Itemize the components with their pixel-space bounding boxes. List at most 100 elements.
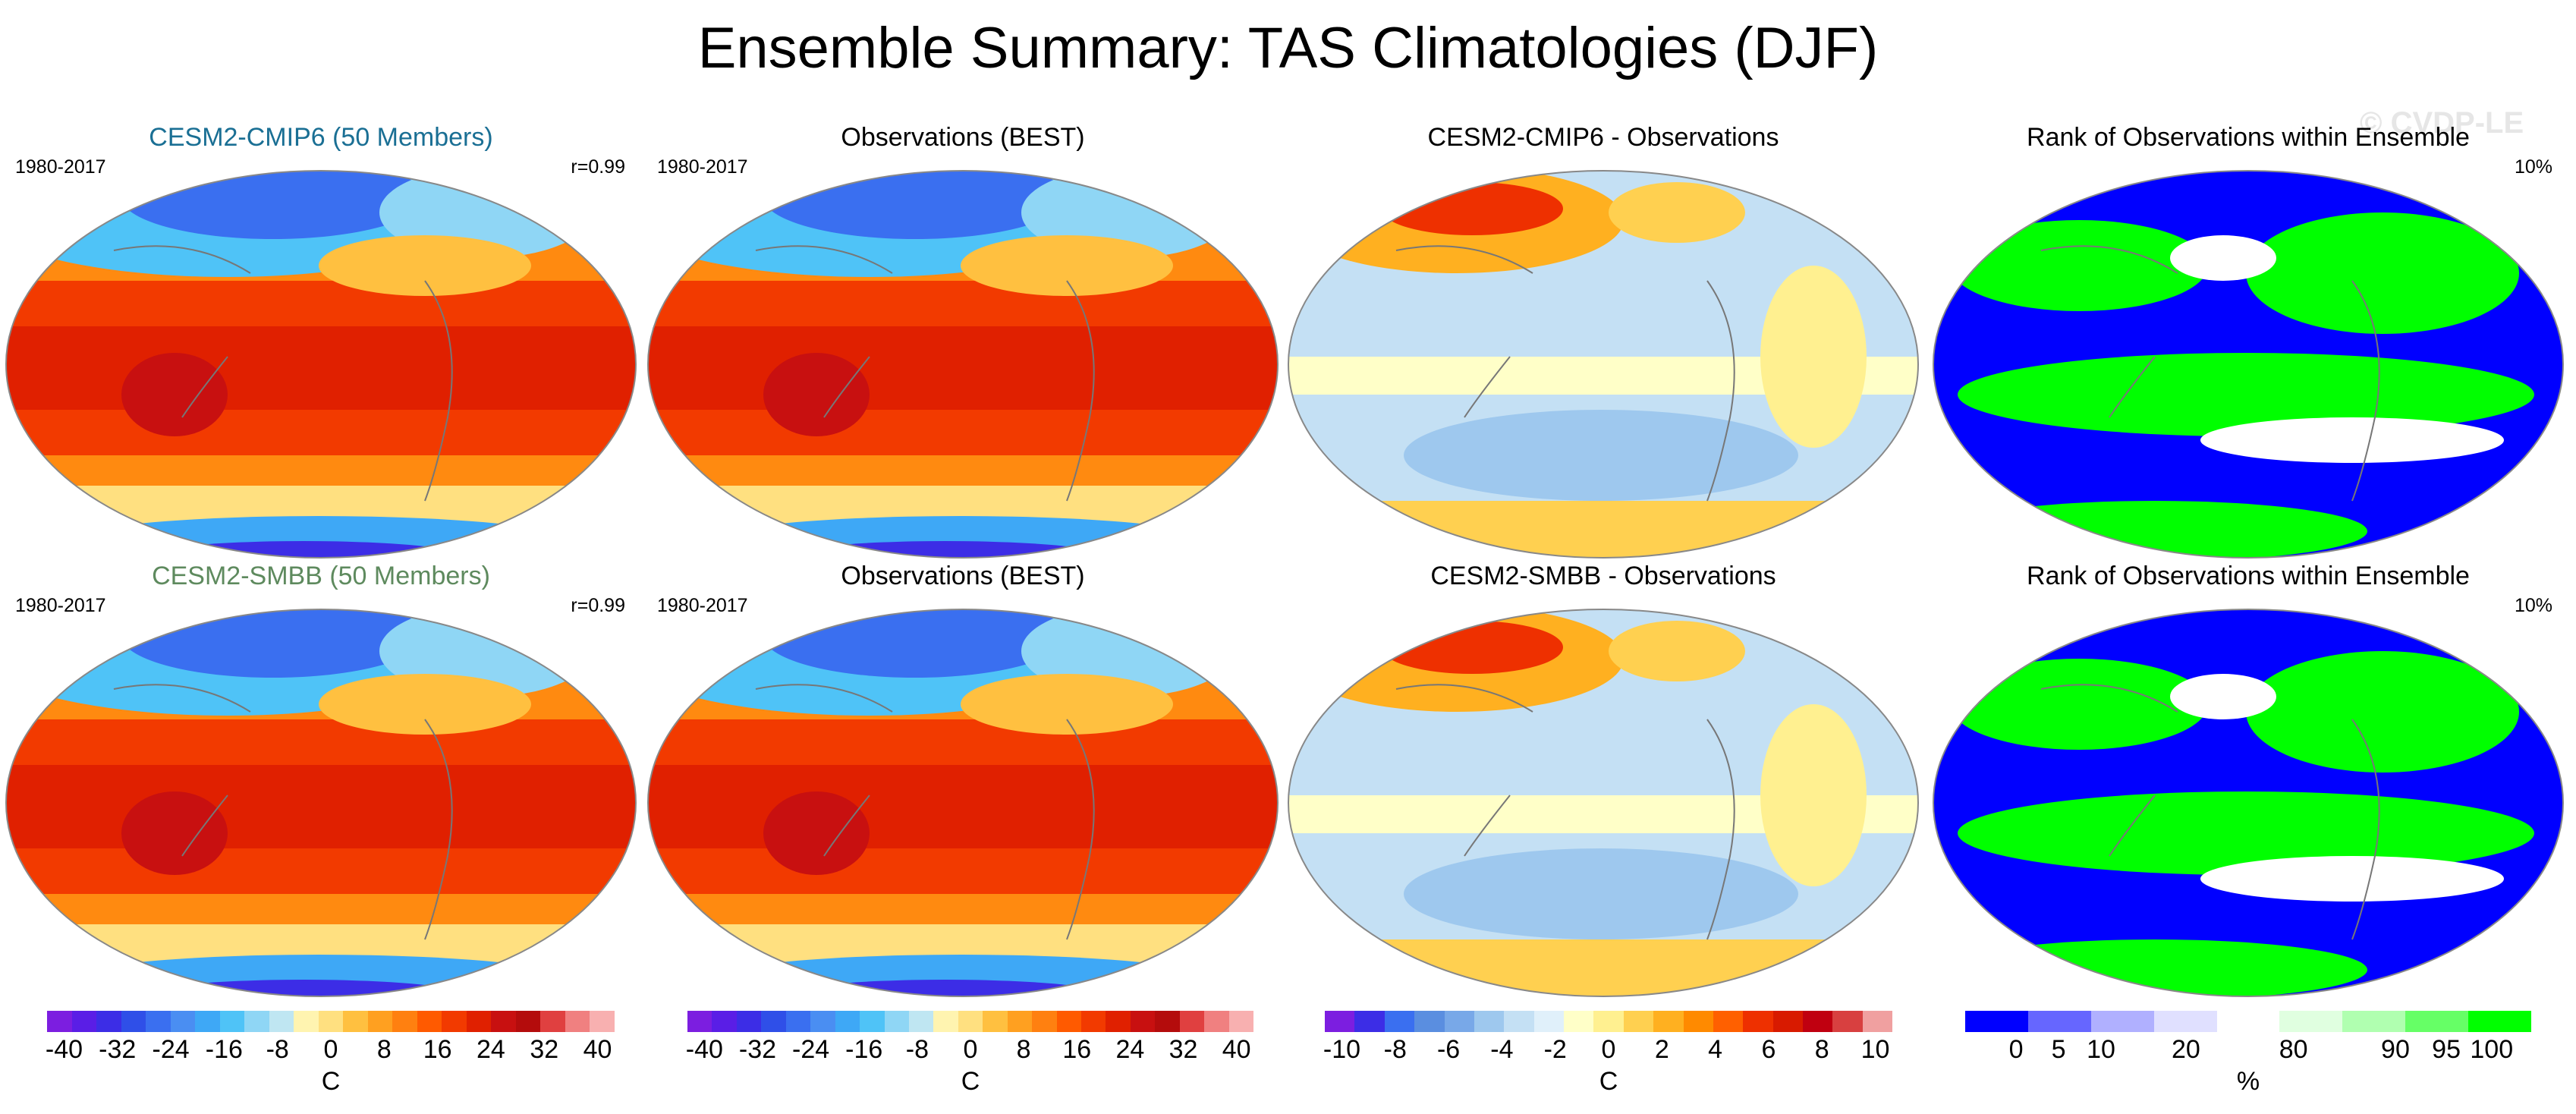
map-border	[5, 609, 637, 997]
panel-stat: 10%	[2514, 156, 2552, 178]
colorbar-tick: -40	[45, 1035, 83, 1064]
colorbar-swatch	[983, 1011, 1008, 1032]
colorbar-swatch	[2153, 1011, 2217, 1032]
field-region	[6, 326, 636, 410]
colorbar-swatch	[1081, 1011, 1106, 1032]
colorbar-swatch	[860, 1011, 885, 1032]
colorbar-swatch	[761, 1011, 786, 1032]
colorbar-swatch	[2279, 1011, 2343, 1032]
colorbar-swatch	[1504, 1011, 1534, 1032]
colorbar-tick: 10	[2087, 1035, 2115, 1064]
colorbar-tick: 100	[2470, 1035, 2514, 1064]
panel-title: CESM2-CMIP6 (50 Members)	[149, 123, 493, 152]
colorbar-swatch	[1106, 1011, 1131, 1032]
panel-title: CESM2-SMBB (50 Members)	[152, 562, 490, 590]
colorbar-swatch	[908, 1011, 934, 1032]
field-region	[1404, 848, 1798, 939]
colorbar-swatch	[1007, 1011, 1033, 1032]
map-field	[1288, 170, 1919, 559]
colorbar-tick: -16	[205, 1035, 243, 1064]
colorbar-swatch	[1772, 1011, 1803, 1032]
field-region	[2200, 856, 2504, 902]
colorbar-tick: -32	[738, 1035, 777, 1064]
field-region	[1760, 266, 1867, 448]
colorbar-swatch	[1384, 1011, 1415, 1032]
map-field	[5, 170, 637, 559]
colorbar-swatch	[1653, 1011, 1684, 1032]
colorbar-tick: 40	[1222, 1035, 1251, 1064]
colorbar-swatch	[1155, 1011, 1180, 1032]
colorbar-tick: -32	[99, 1035, 137, 1064]
map-field	[1933, 170, 2564, 559]
field-region	[121, 609, 425, 678]
field-region	[1958, 791, 2534, 875]
colorbar-swatch	[318, 1011, 344, 1032]
colorbar-tick: -2	[1543, 1035, 1567, 1064]
field-region	[961, 674, 1173, 735]
colorbar-tick: 80	[2279, 1035, 2308, 1064]
colorbar-swatch	[96, 1011, 121, 1032]
colorbar-tick: 90	[2381, 1035, 2410, 1064]
map-field	[5, 609, 637, 997]
colorbar-swatch	[47, 1011, 72, 1032]
map-border	[1933, 170, 2564, 559]
colorbar-tick: -8	[266, 1035, 289, 1064]
colorbar: 0 5 10 20 80 90 95 100%	[1965, 1011, 2532, 1096]
field-region	[1942, 501, 2367, 558]
map-panel: CESM2-SMBB (50 Members) 1980-2017 r=0.99	[0, 560, 642, 1000]
panel-stat: r=0.99	[571, 156, 625, 178]
colorbar-tick: 24	[477, 1035, 505, 1064]
map-panel: CESM2-SMBB - Observations	[1282, 560, 1924, 1000]
field-region	[1950, 659, 2208, 750]
coastline	[113, 684, 453, 940]
colorbar-unit: C	[961, 1067, 980, 1096]
field-region	[6, 765, 636, 848]
map-field	[647, 170, 1279, 559]
colorbar-swatch	[1965, 1011, 2028, 1032]
colorbar: -10 -8 -6 -4 -2 0 2 4 6 8 10 C	[1323, 1011, 1893, 1096]
panel-title: CESM2-SMBB - Observations	[1430, 562, 1776, 590]
colorbar-tick: 10	[1860, 1035, 1890, 1064]
colorbar-tick: 20	[2172, 1035, 2200, 1064]
field-region	[1609, 182, 1745, 243]
colorbar-swatch	[1130, 1011, 1156, 1032]
map-border	[5, 170, 637, 559]
colorbar-tick: 0	[1601, 1035, 1616, 1064]
field-region	[121, 171, 425, 239]
field-region	[121, 353, 228, 436]
colorbar-swatch	[687, 1011, 712, 1032]
colorbar-swatch	[810, 1011, 835, 1032]
map-field	[1288, 609, 1919, 997]
field-region	[648, 765, 1278, 848]
map-border	[647, 170, 1279, 559]
map-panel: Rank of Observations within Ensemble 10%	[1927, 121, 2569, 562]
colorbar-swatch	[958, 1011, 983, 1032]
colorbar-swatch	[1564, 1011, 1594, 1032]
panel-title: Rank of Observations within Ensemble	[2027, 562, 2470, 590]
coastline	[2040, 684, 2380, 940]
map-field	[647, 609, 1279, 997]
coastline	[1395, 684, 1735, 940]
colorbar-swatch	[933, 1011, 958, 1032]
field-region	[1381, 621, 1563, 674]
colorbar-swatch	[2090, 1011, 2154, 1032]
colorbar-swatch	[1056, 1011, 1081, 1032]
colorbar-swatch	[1593, 1011, 1624, 1032]
colorbar-tick: -6	[1436, 1035, 1461, 1064]
colorbar-swatch	[712, 1011, 737, 1032]
colorbar-tick: 5	[2051, 1035, 2066, 1064]
colorbar-swatch	[219, 1011, 245, 1032]
colorbar-swatch	[2027, 1011, 2091, 1032]
colorbar-tick: -4	[1490, 1035, 1514, 1064]
colorbar-swatch	[392, 1011, 417, 1032]
field-region	[1760, 704, 1867, 886]
colorbar-unit: %	[2236, 1067, 2260, 1096]
colorbar-tick: 0	[963, 1035, 978, 1064]
colorbar-tick: 40	[583, 1035, 612, 1064]
field-region	[319, 235, 531, 296]
panel-period: 1980-2017	[15, 595, 106, 616]
colorbar-swatch	[515, 1011, 541, 1032]
colorbar-swatch	[1179, 1011, 1205, 1032]
field-region	[2200, 417, 2504, 463]
colorbar-tick: 24	[1115, 1035, 1145, 1064]
